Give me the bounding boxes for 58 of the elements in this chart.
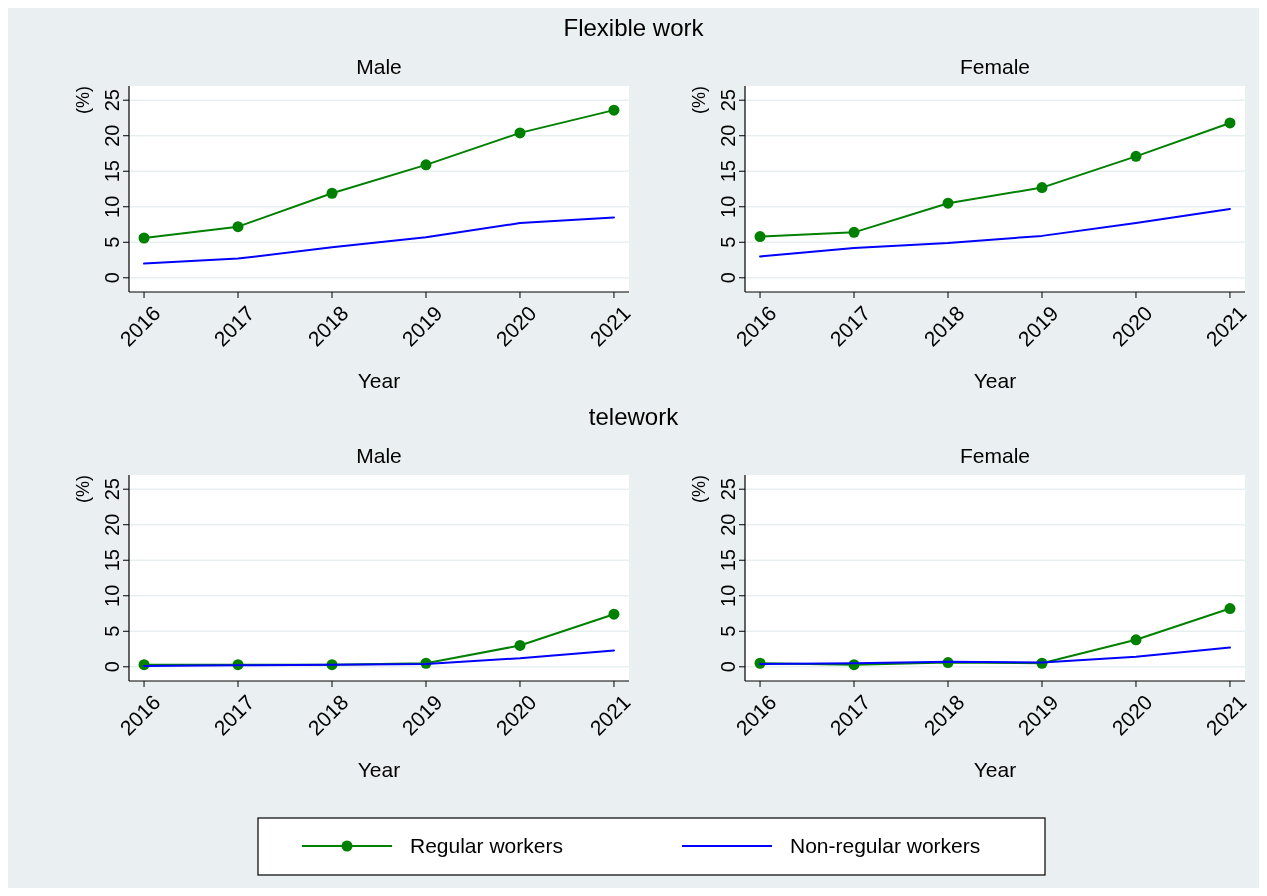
y-tick-label: 15 (101, 549, 123, 572)
y-tick-label: 10 (101, 195, 123, 218)
point (326, 187, 338, 199)
chart-title: Female (959, 444, 1031, 467)
y-tick-label: 25 (717, 478, 739, 501)
point (232, 221, 244, 233)
point (420, 159, 432, 171)
y-tick-label: 5 (717, 625, 739, 637)
point (1036, 182, 1048, 194)
line-series (759, 207, 1231, 258)
chart-title: Male (356, 444, 402, 467)
y-tick-label: 15 (101, 160, 123, 183)
text: telework (588, 403, 680, 430)
point (608, 104, 620, 116)
point (942, 197, 954, 209)
line-series (143, 216, 615, 265)
y-tick-label: 0 (101, 272, 123, 284)
y-tick-label: 5 (101, 625, 123, 637)
point (1130, 150, 1142, 162)
y-tick-label: 25 (101, 478, 123, 501)
y-tick-label: 10 (101, 584, 123, 607)
y-tick-label: 15 (717, 160, 739, 183)
y-tick-label: 15 (717, 549, 739, 572)
point (848, 226, 860, 238)
y-tick-label: 10 (717, 195, 739, 218)
y-axis-title: (%) (73, 86, 93, 114)
x-axis-title: Year (973, 369, 1017, 392)
point (138, 232, 150, 244)
text: Flexible work (563, 14, 705, 41)
x-axis-title: Year (357, 758, 401, 781)
legend-label: Regular workers (410, 834, 563, 857)
y-tick-label: 20 (717, 513, 739, 536)
x-axis-title: Year (973, 758, 1017, 781)
point (1224, 603, 1236, 615)
y-axis-title: (%) (689, 475, 709, 503)
point (1224, 117, 1236, 129)
y-tick-label: 0 (717, 661, 739, 673)
chart-title: Male (356, 55, 402, 78)
y-tick-label: 0 (717, 272, 739, 284)
y-tick-label: 10 (717, 584, 739, 607)
y-tick-label: 25 (101, 89, 123, 112)
y-axis-title: (%) (73, 475, 93, 503)
point (514, 639, 526, 651)
chart-title: Female (959, 55, 1031, 78)
y-tick-label: 20 (101, 124, 123, 147)
y-tick-label: 25 (717, 89, 739, 112)
y-tick-label: 5 (717, 236, 739, 248)
point (754, 231, 766, 243)
x-axis-title: Year (357, 369, 401, 392)
y-tick-label: 5 (101, 236, 123, 248)
y-tick-label: 20 (717, 124, 739, 147)
point (608, 608, 620, 620)
y-tick-label: 20 (101, 513, 123, 536)
point (514, 127, 526, 139)
y-tick-label: 0 (101, 661, 123, 673)
y-axis-title: (%) (689, 86, 709, 114)
point (1130, 634, 1142, 646)
legend-label: Non-regular workers (790, 834, 981, 857)
